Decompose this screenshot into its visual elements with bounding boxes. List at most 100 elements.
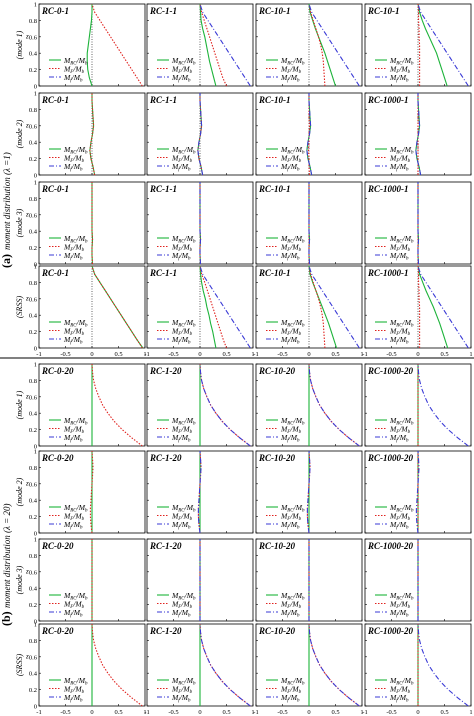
legend-entry: MRC/Mb: [280, 591, 305, 602]
y-tick-label: 0: [34, 704, 37, 711]
y-tick-label: 0: [34, 84, 37, 91]
legend-entry: Mf/Mb: [63, 251, 83, 262]
x-tick-label: 1: [251, 351, 254, 358]
legend-entry: Mf/Mb: [171, 693, 191, 704]
y-tick-label: 0.2: [29, 245, 37, 252]
panel-title: RC-1000-20: [367, 541, 414, 551]
y-axis-label: z: [25, 121, 29, 129]
legend-entry: MF/Mb: [280, 600, 302, 611]
y-tick-label: 0.2: [29, 602, 37, 609]
x-tick-label: -0.5: [386, 709, 396, 716]
legend-entry: MF/Mb: [280, 65, 302, 76]
panel-title: RC-0-1: [41, 184, 69, 194]
panel-title: RC-1-1: [149, 6, 177, 16]
y-tick-label: 0.8: [29, 107, 37, 114]
panel-title: RC-1-1: [149, 95, 177, 105]
legend-entry: Mf/Mb: [280, 693, 300, 704]
panel-title: RC-1000-20: [367, 626, 414, 636]
legend-entry: MRC/Mb: [63, 234, 88, 245]
legend-entry: MRC/Mb: [171, 416, 196, 427]
legend-entry: MF/Mb: [63, 154, 85, 165]
legend-entry: MF/Mb: [389, 154, 411, 165]
panel-title: RC-1000-1: [367, 95, 409, 105]
row-label: (mode 3): [15, 208, 24, 237]
legend-entry: MRC/Mb: [280, 416, 305, 427]
legend-entry: MRC/Mb: [63, 145, 88, 156]
panel-title: RC-1-1: [149, 184, 177, 194]
legend-entry: MF/Mb: [63, 65, 85, 76]
series-m-f-lower: [306, 450, 311, 534]
legend-entry: Mf/Mb: [389, 251, 409, 262]
series-m-f-upper: [199, 3, 228, 87]
y-tick-label: 0.2: [29, 156, 37, 163]
legend-entry: MF/Mb: [389, 243, 411, 254]
legend-entry: Mf/Mb: [171, 73, 191, 84]
section-a-side-label: (a) moment distribution (λ =1): [0, 152, 13, 268]
legend-entry: MF/Mb: [63, 425, 85, 436]
legend-entry: Mf/Mb: [63, 520, 83, 531]
section-a-caption: moment distribution (λ =1): [2, 152, 12, 250]
y-tick-label: 0.4: [29, 229, 38, 236]
section-b-caption: moment distribution (λ = 20): [2, 504, 12, 608]
legend-entry: MRC/Mb: [63, 676, 88, 687]
series-m-f-lower: [415, 450, 420, 534]
legend-entry: MF/Mb: [389, 685, 411, 696]
legend-entry: Mf/Mb: [280, 73, 300, 84]
legend-entry: Mf/Mb: [389, 73, 409, 84]
y-tick-label: 0.6: [29, 212, 38, 219]
legend-entry: MF/Mb: [63, 327, 85, 338]
y-tick-label: 0.6: [29, 123, 38, 130]
x-tick-label: -1: [362, 709, 367, 716]
series-m-f-lower: [308, 623, 360, 707]
legend-entry: MRC/Mb: [171, 503, 196, 514]
legend-entry: Mf/Mb: [280, 162, 300, 173]
x-tick-label: -0.5: [60, 709, 70, 716]
legend-entry: MRC/Mb: [171, 591, 196, 602]
row-label: (mode 1): [15, 30, 24, 59]
x-tick-label: 0: [416, 351, 419, 358]
row-label: (SRSS): [15, 296, 24, 319]
legend-entry: MRC/Mb: [280, 56, 305, 67]
series-m-rc: [86, 4, 93, 87]
x-tick-label: 0: [416, 709, 419, 716]
x-tick-label: 0: [198, 709, 201, 716]
legend-entry: MRC/Mb: [389, 591, 414, 602]
x-tick-label: 1: [143, 351, 146, 358]
section-b-side-label: (b) moment distribution (λ = 20): [0, 504, 13, 626]
panel-title: RC-10-20: [258, 453, 296, 463]
legend-entry: MRC/Mb: [63, 503, 88, 514]
legend-entry: MRC/Mb: [280, 503, 305, 514]
panel-frame: [146, 3, 254, 87]
y-tick-label: 1: [34, 537, 37, 544]
legend-entry: Mf/Mb: [171, 433, 191, 444]
series-m-f-lower: [197, 93, 204, 176]
legend-entry: MF/Mb: [389, 425, 411, 436]
x-tick-label: 0.5: [222, 709, 230, 716]
legend-entry: MF/Mb: [171, 512, 193, 523]
x-tick-label: 0: [90, 351, 93, 358]
